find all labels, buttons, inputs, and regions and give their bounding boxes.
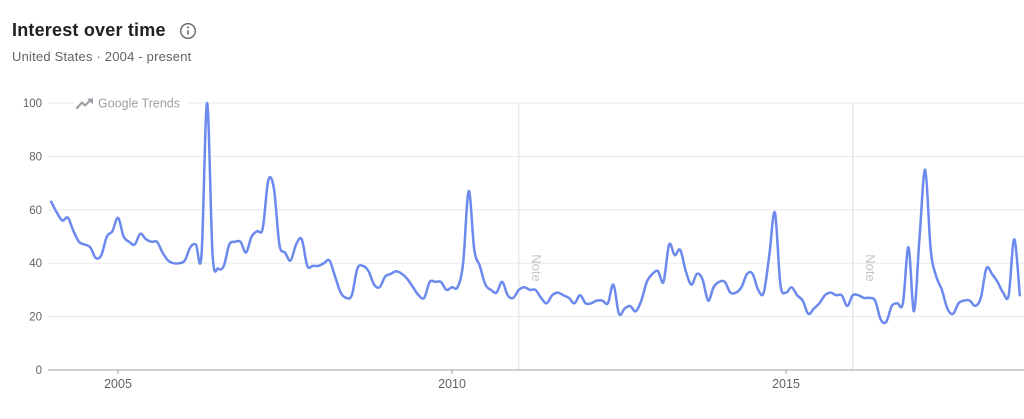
- info-icon[interactable]: [179, 22, 197, 40]
- google-trends-watermark: Google Trends: [98, 97, 180, 111]
- note-label[interactable]: Note: [529, 254, 544, 281]
- y-tick-label: 20: [29, 312, 42, 324]
- page-title: Interest over time: [12, 20, 166, 40]
- x-tick-label: 2005: [104, 377, 132, 391]
- y-tick-label: 0: [36, 365, 42, 377]
- trending-up-icon-arrowhead: [87, 98, 93, 105]
- y-tick-label: 40: [29, 258, 42, 270]
- x-tick-label: 2015: [772, 377, 800, 391]
- y-tick-label: 80: [29, 151, 42, 163]
- y-tick-label: 60: [29, 205, 42, 217]
- chart-subtitle: United States · 2004 - present: [12, 49, 192, 64]
- trend-line[interactable]: [49, 101, 1022, 325]
- x-tick-label: 2010: [438, 377, 466, 391]
- trending-up-icon: [75, 98, 92, 110]
- watermark-backdrop: [73, 94, 187, 112]
- y-tick-label: 100: [23, 98, 42, 110]
- chart-header: Interest over time: [12, 20, 197, 41]
- note-label[interactable]: Note: [863, 254, 878, 281]
